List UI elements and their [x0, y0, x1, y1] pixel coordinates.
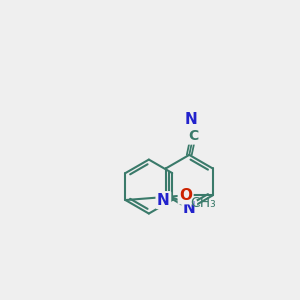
Text: N: N: [157, 193, 170, 208]
Text: N: N: [185, 112, 198, 127]
Text: CH₃: CH₃: [190, 196, 216, 210]
Text: O: O: [179, 188, 192, 203]
Text: C: C: [188, 129, 198, 143]
Text: N: N: [183, 201, 196, 216]
